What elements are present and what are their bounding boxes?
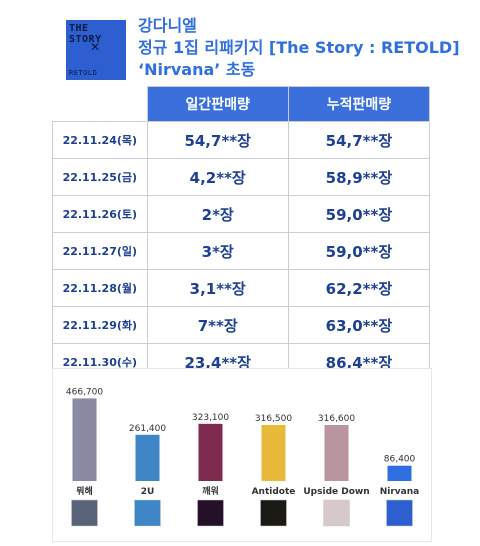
chart-value-label: 86,400: [384, 455, 416, 465]
chart-bar: [324, 424, 349, 481]
album-thumbnail: [386, 499, 413, 527]
chart-value-label: 261,400: [129, 424, 166, 434]
row-daily: 3*장: [146, 232, 289, 270]
chart-bar: [198, 423, 223, 481]
album-thumbnail: [197, 499, 224, 527]
album-thumbnail: [71, 499, 98, 527]
cross-icon: ✕: [90, 40, 101, 54]
chart-category-label: 2U: [141, 487, 155, 497]
chart-category-label: 뭐해: [76, 485, 93, 497]
album-cover-image: THE STORY ✕ RETOLD: [66, 20, 126, 80]
row-cumulative: 54,7**장: [287, 121, 431, 159]
chart-category-label: Antidote: [252, 487, 296, 497]
row-daily: 4,2**장: [146, 158, 289, 196]
album-title: 정규 1집 리패키지 [The Story : RETOLD]: [138, 38, 460, 57]
row-daily: 54,7**장: [146, 121, 289, 159]
row-date: 22.11.27(일): [52, 232, 148, 270]
first-week-title: ‘Nirvana’ 초동: [138, 60, 256, 79]
row-cumulative: 62,2**장: [287, 269, 431, 307]
row-daily: 2*장: [146, 195, 289, 233]
row-date: 22.11.29(화): [52, 306, 148, 344]
row-daily: 7**장: [146, 306, 289, 344]
row-cumulative: 59,0**장: [287, 232, 431, 270]
chart-bar: [72, 398, 97, 481]
table-header-row: 일간판매량 누적판매량: [52, 86, 431, 122]
row-cumulative: 63,0**장: [287, 306, 431, 344]
table-row: 22.11.27(일) 3*장 59,0**장: [52, 232, 431, 270]
chart-category-label: Nirvana: [380, 487, 419, 497]
chart-value-label: 466,700: [66, 387, 103, 397]
album-cover-subtitle: RETOLD: [69, 69, 98, 77]
chart-value-label: 316,500: [255, 414, 292, 424]
header-daily-sales: 일간판매량: [146, 86, 289, 122]
row-date: 22.11.26(토): [52, 195, 148, 233]
table-row: 22.11.26(토) 2*장 59,0**장: [52, 195, 431, 233]
header: THE STORY ✕ RETOLD 강다니엘 정규 1집 리패키지 [The …: [0, 0, 480, 84]
album-thumbnail: [134, 499, 161, 527]
album-thumbnail: [260, 499, 287, 527]
row-date: 22.11.25(금): [52, 158, 148, 196]
album-cover-title: THE STORY: [69, 23, 102, 45]
chart-category-label: Upside Down: [303, 487, 369, 497]
row-cumulative: 58,9**장: [287, 158, 431, 196]
album-thumbnail: [323, 499, 350, 527]
album-sales-chart: 466,700 뭐해 261,400 2U 323,100 깨워 316,500 Antido…: [52, 368, 432, 542]
chart-category-label: 깨워: [202, 485, 219, 497]
chart-value-label: 323,100: [192, 413, 229, 423]
table-row: 22.11.24(목) 54,7**장 54,7**장: [52, 121, 431, 159]
chart-bar: [261, 425, 286, 481]
chart-svg: 466,700 뭐해 261,400 2U 323,100 깨워 316,500 Antido…: [66, 387, 419, 527]
row-date: 22.11.24(목): [52, 121, 148, 159]
table-corner-cell: [52, 86, 148, 122]
table-row: 22.11.25(금) 4,2**장 58,9**장: [52, 158, 431, 196]
row-cumulative: 59,0**장: [287, 195, 431, 233]
table-row: 22.11.28(월) 3,1**장 62,2**장: [52, 269, 431, 307]
header-cumulative-sales: 누적판매량: [287, 86, 431, 122]
row-daily: 3,1**장: [146, 269, 289, 307]
chart-value-label: 316,600: [318, 414, 355, 424]
chart-bar: [387, 465, 412, 481]
sales-table: 일간판매량 누적판매량 22.11.24(목) 54,7**장 54,7**장 …: [52, 86, 431, 381]
table-row: 22.11.29(화) 7**장 63,0**장: [52, 306, 431, 344]
chart-bar: [135, 434, 160, 481]
row-date: 22.11.28(월): [52, 269, 148, 307]
artist-name: 강다니엘: [138, 16, 197, 35]
